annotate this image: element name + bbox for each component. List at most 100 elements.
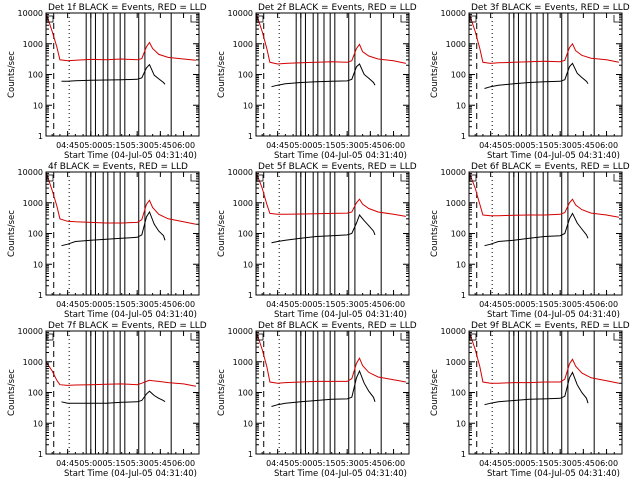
y-tick-label: 1: [38, 132, 43, 141]
x-tick-label: 05:30: [549, 300, 572, 309]
x-axis-label: Start Time (04-Jul-05 04:31:40): [274, 469, 407, 479]
x-axis-label: Start Time (04-Jul-05 04:31:40): [64, 151, 197, 161]
series-events-line: [271, 369, 376, 407]
x-tick-label: 05:00: [79, 300, 102, 309]
y-axis-label: Counts/sec: [217, 51, 227, 98]
x-tick-label: 05:15: [102, 300, 125, 309]
y-tick-label: 1000: [233, 358, 253, 367]
series-events-line: [61, 390, 166, 404]
series-lld-line: [468, 12, 619, 64]
x-tick-label: 04:45: [56, 459, 79, 468]
panel-1: Det 1f BLACK = Events, RED = LLD 1 10 100 10…: [7, 3, 207, 161]
panel-title: Det 2f BLACK = Events, RED = LLD: [258, 3, 417, 13]
x-axis-label: Start Time (04-Jul-05 04:31:40): [487, 151, 620, 161]
panel-6: Det 6f BLACK = Events, RED = LLD 1 10 100 10…: [430, 162, 630, 320]
x-tick-label: 04:45: [56, 141, 79, 150]
panel-title: Det 8f BLACK = Events, RED = LLD: [258, 321, 417, 331]
x-tick-label: 06:00: [172, 300, 195, 309]
panel-8: Det 8f BLACK = Events, RED = LLD 1 10 100 10…: [217, 321, 417, 479]
corner-mark-left: [256, 333, 264, 341]
x-tick-label: 05:15: [312, 459, 335, 468]
series-events-line: [61, 63, 166, 85]
x-tick-label: 06:00: [595, 459, 618, 468]
y-tick-label: 100: [238, 389, 253, 398]
x-tick-label: 05:00: [502, 141, 525, 150]
series-lld-line: [45, 171, 196, 225]
x-tick-label: 06:00: [172, 459, 195, 468]
y-axis-label: Counts/sec: [7, 51, 17, 98]
corner-mark-right: [400, 174, 408, 182]
x-tick-label: 05:30: [549, 459, 572, 468]
x-axis-label: Start Time (04-Jul-05 04:31:40): [487, 310, 620, 320]
series-events-line: [271, 63, 376, 88]
y-tick-label: 10000: [18, 9, 43, 18]
y-tick-label: 10000: [228, 9, 253, 18]
corner-mark-left: [469, 174, 477, 182]
corner-mark-left: [469, 333, 477, 341]
x-axis-label: Start Time (04-Jul-05 04:31:40): [64, 469, 197, 479]
corner-mark-right: [613, 15, 621, 23]
y-tick-label: 10000: [18, 327, 43, 336]
y-tick-label: 100: [451, 230, 466, 239]
y-axis-label: Counts/sec: [7, 210, 17, 257]
y-tick-label: 1000: [23, 40, 43, 49]
corner-mark-left: [469, 15, 477, 23]
x-tick-label: 05:45: [572, 141, 595, 150]
y-tick-label: 10: [33, 260, 43, 269]
x-tick-label: 05:00: [502, 300, 525, 309]
series-lld-line: [255, 330, 406, 384]
x-tick-label: 05:30: [336, 141, 359, 150]
y-tick-label: 1: [461, 132, 466, 141]
x-tick-label: 05:45: [149, 141, 172, 150]
series-lld-line: [468, 330, 619, 384]
series-lld-line: [45, 12, 196, 62]
x-axis-label: Start Time (04-Jul-05 04:31:40): [487, 469, 620, 479]
x-tick-label: 04:45: [266, 141, 289, 150]
y-tick-label: 1000: [233, 199, 253, 208]
corner-mark-right: [613, 333, 621, 341]
panel-7: Det 7f BLACK = Events, RED = LLD 1 10 100 10…: [7, 321, 207, 479]
x-tick-label: 05:00: [289, 300, 312, 309]
x-tick-label: 04:45: [56, 300, 79, 309]
y-tick-label: 10: [33, 101, 43, 110]
x-axis-label: Start Time (04-Jul-05 04:31:40): [64, 310, 197, 320]
series-events-line: [484, 371, 589, 406]
series-lld-line: [255, 171, 406, 217]
series-lld-line: [468, 171, 619, 218]
y-tick-label: 10000: [18, 168, 43, 177]
x-tick-label: 05:15: [525, 300, 548, 309]
panel-3: Det 3f BLACK = Events, RED = LLD 1 10 100 10…: [430, 3, 630, 161]
x-tick-label: 05:45: [359, 459, 382, 468]
panel-title: Det 6f BLACK = Events, RED = LLD: [471, 162, 630, 172]
y-axis-label: Counts/sec: [217, 210, 227, 257]
x-tick-label: 05:15: [525, 141, 548, 150]
x-axis-label: Start Time (04-Jul-05 04:31:40): [274, 151, 407, 161]
y-tick-label: 1000: [446, 199, 466, 208]
y-tick-label: 100: [238, 71, 253, 80]
y-tick-label: 100: [451, 389, 466, 398]
y-tick-label: 100: [451, 71, 466, 80]
x-tick-label: 05:30: [126, 300, 149, 309]
y-axis-label: Counts/sec: [430, 51, 440, 98]
corner-mark-left: [46, 15, 54, 23]
y-tick-label: 10: [33, 419, 43, 428]
x-tick-label: 05:15: [312, 300, 335, 309]
series-lld-line: [255, 12, 407, 65]
y-axis-label: Counts/sec: [7, 369, 17, 416]
panel-title: 4f BLACK = Events, RED = LLD: [48, 162, 188, 172]
y-tick-label: 10: [456, 260, 466, 269]
x-tick-label: 05:45: [572, 300, 595, 309]
y-axis-label: Counts/sec: [430, 369, 440, 416]
y-tick-label: 1: [248, 450, 253, 459]
corner-mark-right: [190, 15, 198, 23]
y-axis-label: Counts/sec: [217, 369, 227, 416]
x-tick-label: 06:00: [595, 141, 618, 150]
x-axis-label: Start Time (04-Jul-05 04:31:40): [274, 310, 407, 320]
x-tick-label: 05:45: [572, 459, 595, 468]
y-tick-label: 1: [38, 450, 43, 459]
x-tick-label: 05:30: [336, 300, 359, 309]
corner-mark-right: [190, 333, 198, 341]
panel-title: Det 7f BLACK = Events, RED = LLD: [48, 321, 207, 331]
y-tick-label: 1000: [233, 40, 253, 49]
panel-9: Det 9f BLACK = Events, RED = LLD 1 10 100 10…: [430, 321, 630, 479]
